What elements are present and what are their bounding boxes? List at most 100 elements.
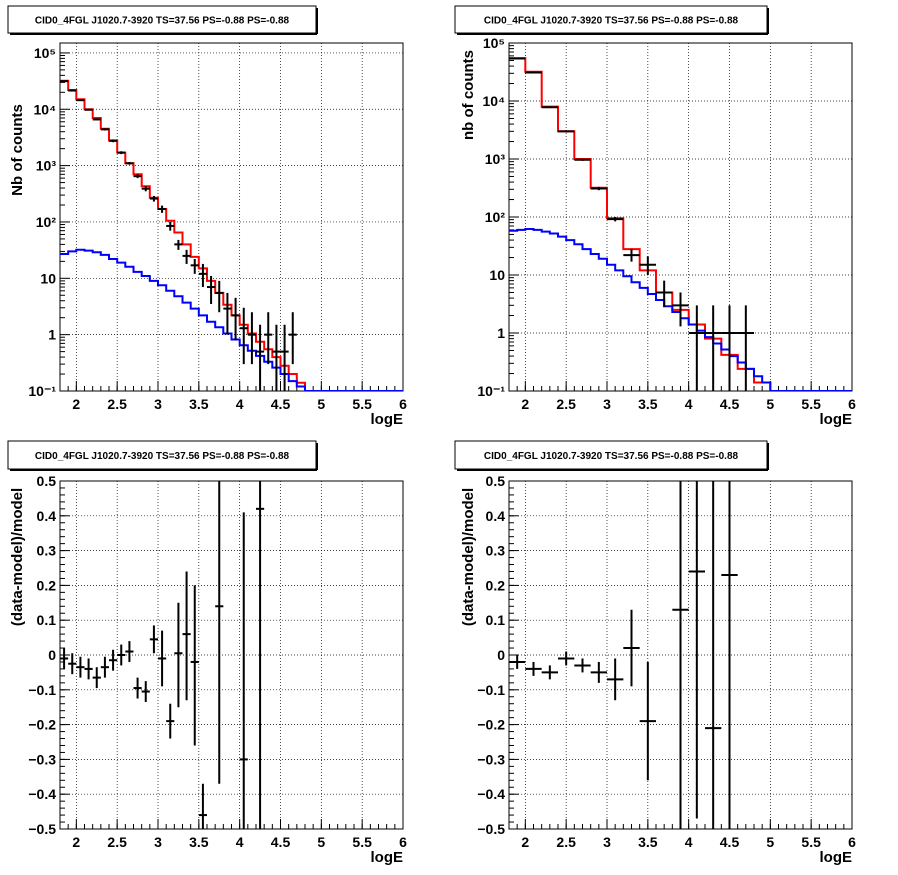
x-tick-label: 5.5: [801, 834, 821, 850]
x-tick-label: 5: [766, 834, 774, 850]
data-point: [100, 128, 109, 131]
data-point: [141, 186, 150, 192]
y-tick-label: −0.1: [28, 682, 56, 698]
y-tick-label: 0.4: [486, 508, 506, 524]
data-point: [525, 661, 542, 676]
title-box: [454, 440, 768, 470]
y-tick-label: 10⁴: [34, 101, 57, 117]
x-tick-label: 3: [603, 834, 611, 850]
y-tick-label: 0.3: [486, 543, 506, 559]
data-point: [190, 259, 199, 274]
data-point: [190, 585, 199, 746]
chart-title: CID0_4FGL J1020.7-3920 TS=37.56 PS=-0.88…: [35, 16, 290, 27]
x-axis-label: logE: [371, 849, 404, 866]
data-point: [239, 307, 248, 365]
x-tick-label: 5: [317, 396, 325, 412]
y-tick-label: 0.3: [37, 543, 57, 559]
x-tick-label: 2.5: [107, 396, 127, 412]
x-tick-label: 4.5: [720, 834, 740, 850]
x-axis-label: logE: [371, 411, 404, 428]
y-axis-label: (data-model)/model: [9, 488, 26, 626]
y-tick-label: −0.3: [477, 751, 505, 767]
y-axis-label: nb of counts: [460, 50, 477, 140]
y-tick-label: −0.3: [28, 751, 56, 767]
y-axis-label: (data-model)/model: [460, 488, 477, 626]
y-tick-label: 0.2: [486, 577, 506, 593]
x-tick-label: 3: [154, 834, 162, 850]
data-point: [639, 661, 656, 781]
y-tick-label: 10³: [485, 151, 506, 167]
title-box: [7, 5, 317, 34]
x-tick-label: 5.5: [801, 396, 821, 412]
data-point: [247, 312, 256, 365]
x-tick-label: 4.5: [271, 834, 291, 850]
y-tick-label: 10³: [36, 158, 57, 174]
x-tick-label: 3.5: [189, 396, 209, 412]
data-point: [509, 655, 526, 669]
data-point: [215, 280, 224, 313]
data-point: [607, 658, 624, 701]
chart-panel-3: 2 2.5 3 3.5 4 4.5 5 5.5 6 −0.5 −0.4 −0.3 −0.2 −0.1 0 0.…: [7, 440, 407, 866]
data-point: [272, 324, 281, 391]
data-point: [256, 324, 265, 391]
x-tick-label: 3: [603, 396, 611, 412]
y-tick-label: −0.5: [28, 821, 56, 837]
data-point: [174, 602, 183, 708]
y-tick-label: 0.1: [486, 612, 506, 628]
data-point: [149, 195, 158, 202]
data-point: [705, 481, 722, 829]
data-point: [288, 312, 297, 365]
data-point: [76, 99, 85, 102]
x-tick-label: 2.5: [107, 834, 127, 850]
data-layer: [509, 57, 852, 391]
x-tick-label: 2.5: [556, 834, 576, 850]
data-point: [541, 106, 558, 109]
data-point: [623, 609, 640, 687]
data-point: [607, 217, 624, 222]
y-tick-label: 10²: [485, 209, 506, 225]
data-point: [125, 641, 134, 662]
data-point: [60, 648, 69, 669]
y-tick-label: −0.4: [477, 786, 505, 802]
data-point: [100, 656, 109, 678]
x-tick-label: 4: [685, 834, 693, 850]
data-point: [158, 630, 167, 687]
y-tick-label: 10⁻¹: [28, 383, 56, 399]
y-tick-label: 10⁵: [34, 45, 56, 61]
x-tick-label: 6: [848, 396, 856, 412]
data-point: [721, 305, 738, 391]
y-tick-label: 0.5: [37, 473, 57, 489]
data-point: [574, 658, 591, 673]
data-point: [656, 280, 673, 308]
data-point: [590, 661, 607, 683]
y-tick-label: 0.4: [37, 508, 57, 524]
data-point: [158, 205, 167, 213]
data-point: [133, 174, 142, 179]
x-tick-label: 4: [236, 396, 244, 412]
chart-panel-1: 2 2.5 3 3.5 4 4.5 5 5.5 6 10⁻¹ 1 10 10² 10³ 10⁴ 10⁵ logE…: [7, 5, 407, 428]
x-tick-label: 2: [521, 396, 529, 412]
x-tick-label: 3.5: [638, 396, 658, 412]
data-point: [166, 221, 175, 231]
data-point: [280, 324, 289, 391]
y-tick-label: 1: [497, 325, 505, 341]
y-tick-label: 0.5: [486, 473, 506, 489]
x-tick-label: 3.5: [189, 834, 209, 850]
y-tick-label: 0: [48, 647, 56, 663]
data-point: [109, 649, 118, 671]
data-point: [166, 703, 175, 739]
y-tick-label: 10⁻¹: [477, 383, 505, 399]
data-layer: [60, 481, 265, 829]
x-tick-label: 6: [399, 834, 407, 850]
chart-panel-4: 2 2.5 3 3.5 4 4.5 5 5.5 6 −0.5 −0.4 −0.3 −0.2 −0.1 0 0.…: [454, 440, 856, 866]
x-tick-label: 2.5: [556, 396, 576, 412]
data-point: [141, 681, 150, 702]
component-model-step-line: [60, 248, 403, 391]
data-point: [223, 292, 232, 335]
data-point: [558, 130, 575, 133]
chart-panel-2: 2 2.5 3 3.5 4 4.5 5 5.5 6 10⁻¹ 1 10 10² 10³ 10⁴ 10⁵ logE…: [454, 5, 856, 428]
y-tick-label: 10: [489, 267, 505, 283]
data-point: [84, 108, 93, 111]
y-tick-label: 0: [497, 647, 505, 663]
